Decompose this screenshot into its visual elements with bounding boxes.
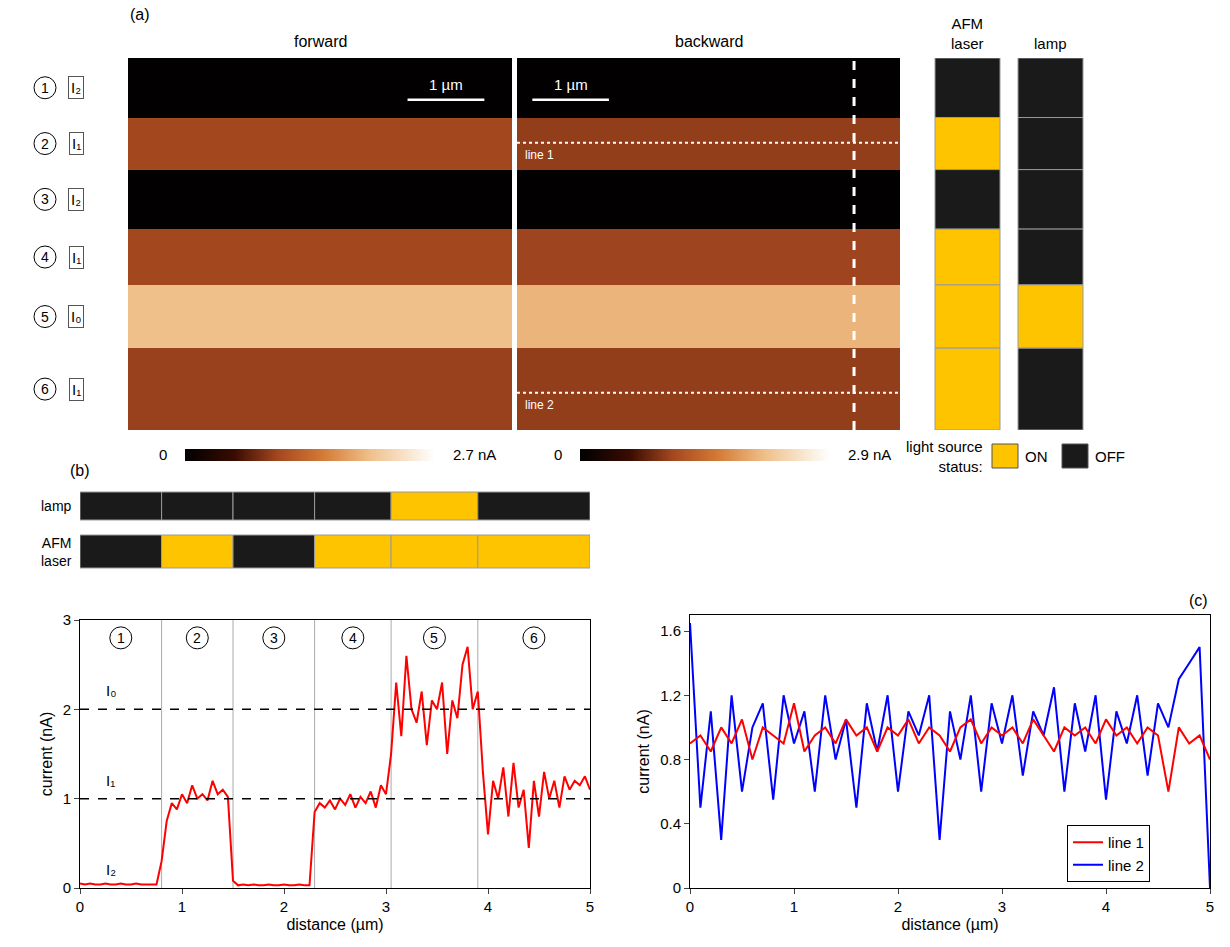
svg-text:6: 6 xyxy=(530,630,538,646)
svg-text:line 1: line 1 xyxy=(525,148,554,162)
svg-text:2.9 nA: 2.9 nA xyxy=(848,446,891,463)
svg-text:4: 4 xyxy=(1102,898,1110,915)
svg-text:distance (µm): distance (µm) xyxy=(286,916,383,933)
svg-text:0: 0 xyxy=(63,879,71,896)
svg-text:current (nA): current (nA) xyxy=(38,712,55,796)
svg-text:4: 4 xyxy=(349,630,357,646)
svg-text:I₁: I₁ xyxy=(72,135,81,152)
svg-text:(c): (c) xyxy=(1189,592,1208,609)
svg-text:2: 2 xyxy=(41,136,49,152)
svg-text:I₂: I₂ xyxy=(71,191,81,208)
svg-text:1: 1 xyxy=(41,80,49,96)
svg-text:2.7 nA: 2.7 nA xyxy=(453,446,496,463)
svg-text:line 1: line 1 xyxy=(1108,834,1144,851)
svg-text:I₁: I₁ xyxy=(72,381,81,398)
svg-text:0: 0 xyxy=(554,446,562,463)
svg-text:1.6: 1.6 xyxy=(660,622,681,639)
svg-text:1 µm: 1 µm xyxy=(554,76,588,93)
svg-text:4: 4 xyxy=(484,898,492,915)
svg-text:0: 0 xyxy=(159,446,167,463)
svg-text:4: 4 xyxy=(41,249,49,265)
svg-text:AFMlaser: AFMlaser xyxy=(951,15,984,52)
svg-text:3: 3 xyxy=(41,191,49,207)
svg-text:light sourcestatus:: light sourcestatus: xyxy=(906,438,983,475)
svg-text:distance (µm): distance (µm) xyxy=(901,916,998,933)
svg-text:2: 2 xyxy=(894,898,902,915)
svg-text:0.8: 0.8 xyxy=(660,751,681,768)
svg-text:(b): (b) xyxy=(70,462,90,479)
svg-text:AFMlaser: AFMlaser xyxy=(41,535,72,569)
svg-text:I₂: I₂ xyxy=(71,79,81,96)
svg-text:2: 2 xyxy=(193,630,201,646)
svg-text:1: 1 xyxy=(63,790,71,807)
svg-text:6: 6 xyxy=(41,381,49,397)
svg-text:ON: ON xyxy=(1025,448,1048,465)
svg-text:3: 3 xyxy=(998,898,1006,915)
svg-text:1 µm: 1 µm xyxy=(429,76,463,93)
svg-text:0: 0 xyxy=(686,898,694,915)
svg-text:OFF: OFF xyxy=(1095,448,1125,465)
svg-text:0: 0 xyxy=(673,879,681,896)
svg-text:0.4: 0.4 xyxy=(660,815,681,832)
svg-text:2: 2 xyxy=(63,701,71,718)
svg-text:1.2: 1.2 xyxy=(660,687,681,704)
svg-text:line 2: line 2 xyxy=(1108,857,1144,874)
svg-text:line 2: line 2 xyxy=(525,398,554,412)
svg-text:2: 2 xyxy=(280,898,288,915)
svg-text:I₀: I₀ xyxy=(71,308,81,325)
svg-text:forward: forward xyxy=(294,33,347,50)
svg-text:5: 5 xyxy=(430,630,438,646)
svg-text:I₀: I₀ xyxy=(106,682,116,699)
svg-text:(a): (a) xyxy=(130,6,150,23)
svg-text:I₁: I₁ xyxy=(72,249,81,266)
svg-text:lamp: lamp xyxy=(1034,35,1067,52)
svg-text:1: 1 xyxy=(178,898,186,915)
svg-text:3: 3 xyxy=(270,630,278,646)
svg-text:1: 1 xyxy=(117,630,125,646)
svg-text:backward: backward xyxy=(675,33,743,50)
svg-text:3: 3 xyxy=(63,611,71,628)
svg-text:5: 5 xyxy=(586,898,594,915)
svg-text:I₂: I₂ xyxy=(106,861,116,878)
svg-text:0: 0 xyxy=(76,898,84,915)
svg-text:1: 1 xyxy=(790,898,798,915)
svg-text:lamp: lamp xyxy=(41,498,72,514)
svg-text:5: 5 xyxy=(41,309,49,325)
svg-text:current (nA): current (nA) xyxy=(635,709,652,793)
svg-text:I₁: I₁ xyxy=(106,772,115,789)
svg-text:5: 5 xyxy=(1206,898,1214,915)
svg-text:3: 3 xyxy=(382,898,390,915)
